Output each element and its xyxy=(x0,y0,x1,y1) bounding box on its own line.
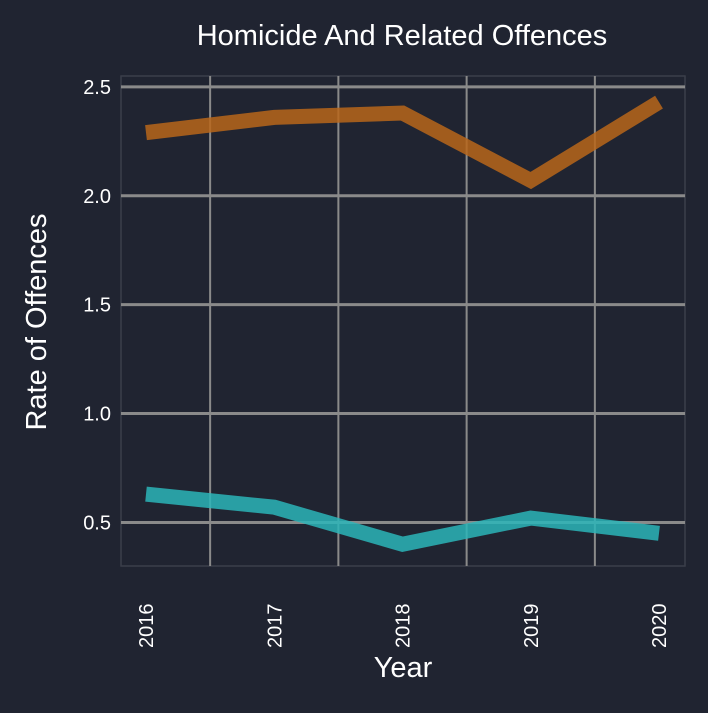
x-axis-label: Year xyxy=(374,652,433,684)
y-tick-label: 2.5 xyxy=(83,77,111,99)
chart-title: Homicide And Related Offences xyxy=(197,20,608,52)
plot-border xyxy=(121,76,685,566)
x-tick-label: 2016 xyxy=(136,604,158,649)
y-tick-label: 1.0 xyxy=(83,404,111,426)
tick-labels: 0.5 1.0 1.5 2.0 2.5 2016 2017 2018 2019 2020 xyxy=(83,77,671,648)
x-tick-label: 2018 xyxy=(393,604,415,649)
grid xyxy=(121,76,685,566)
series-lines xyxy=(146,102,659,544)
x-tick-label: 2020 xyxy=(649,604,671,649)
series-line-1 xyxy=(146,102,659,180)
x-tick-label: 2017 xyxy=(264,604,286,649)
y-axis-label: Rate of Offences xyxy=(21,213,53,430)
series-line-2 xyxy=(146,494,659,544)
y-tick-label: 2.0 xyxy=(83,186,111,208)
y-tick-label: 0.5 xyxy=(83,512,111,534)
x-tick-label: 2019 xyxy=(521,604,543,649)
y-tick-label: 1.5 xyxy=(83,295,111,317)
